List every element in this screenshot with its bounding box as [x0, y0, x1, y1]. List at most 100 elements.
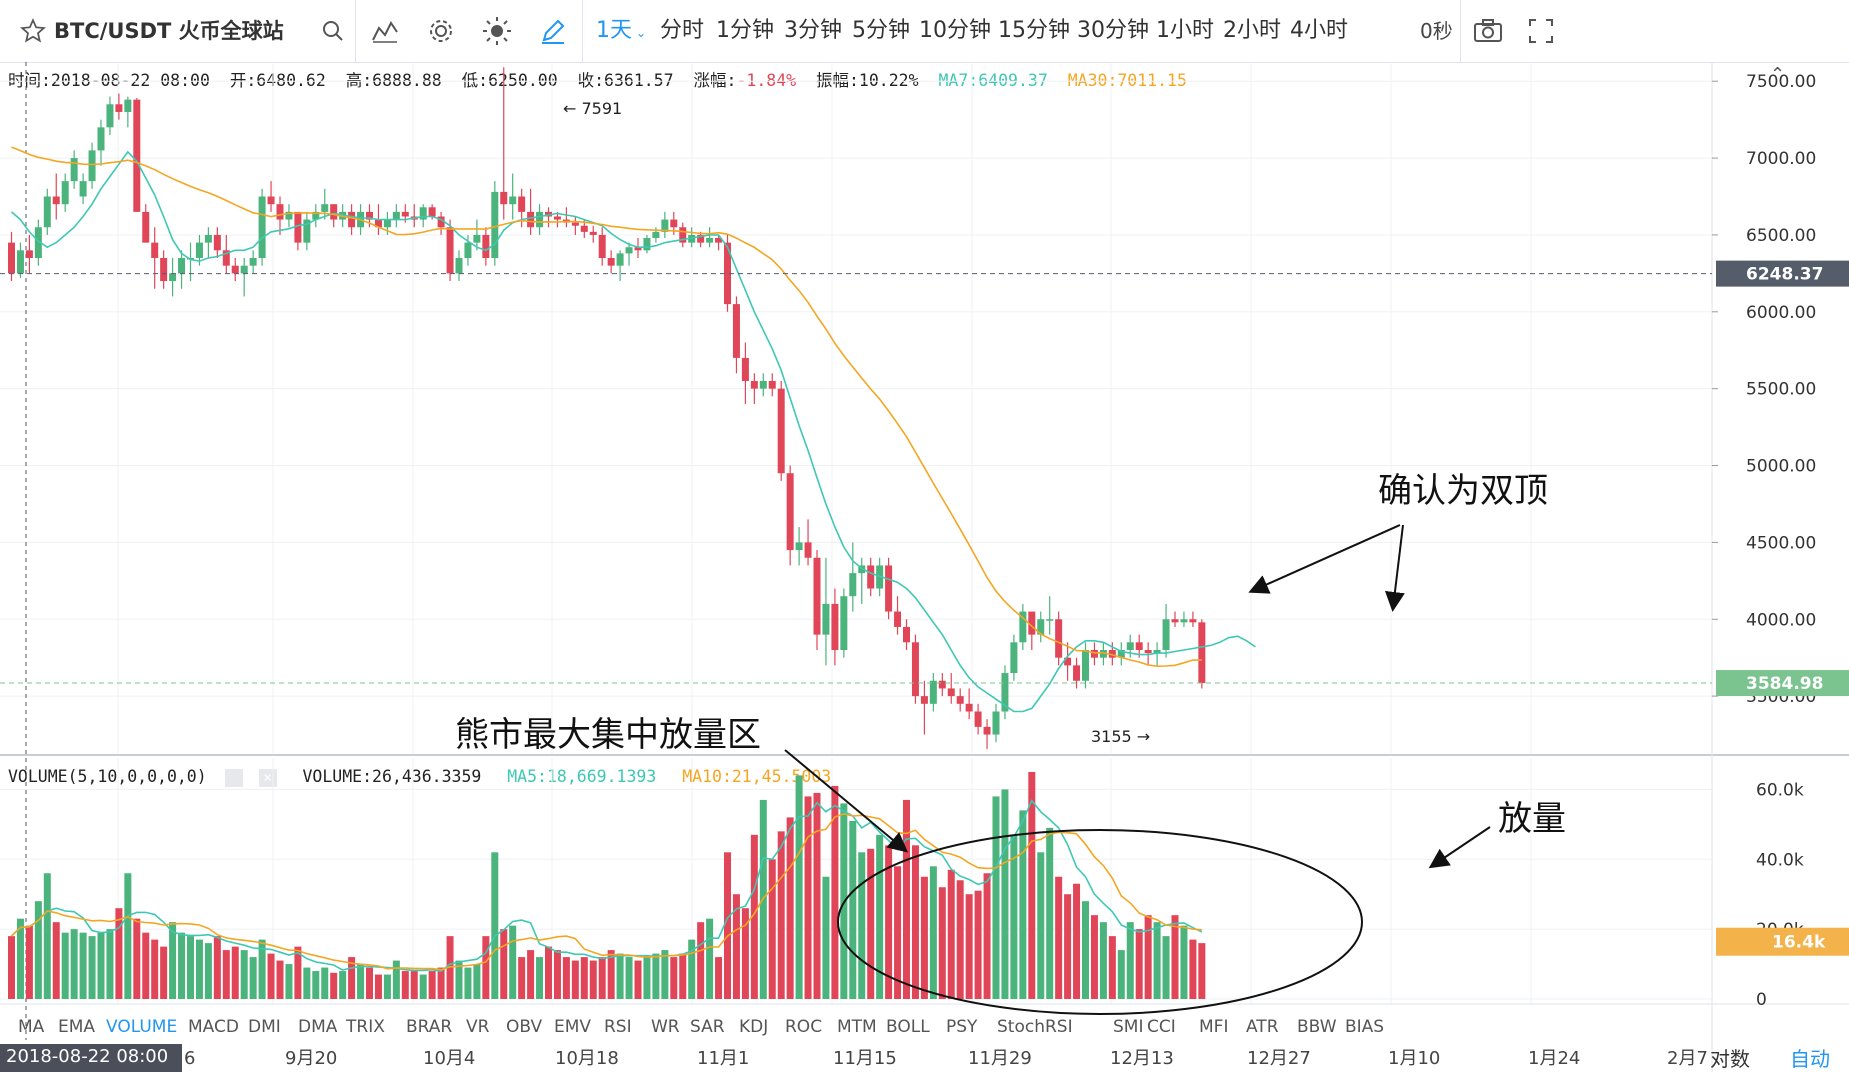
- ma30-line: [11, 146, 1202, 668]
- interval-15min[interactable]: 15分钟: [998, 18, 1070, 43]
- indicator-tab-cci[interactable]: CCI: [1147, 1017, 1176, 1037]
- candle-body: [786, 473, 794, 551]
- camera-icon[interactable]: [1471, 14, 1505, 48]
- candle-body: [106, 104, 114, 128]
- volume-bar: [115, 908, 123, 999]
- candle-body: [312, 211, 320, 220]
- volume-settings-icon[interactable]: [224, 768, 243, 787]
- indicator-tab-sar[interactable]: SAR: [690, 1017, 725, 1037]
- volume-bar: [598, 957, 606, 999]
- indicator-tab-roc[interactable]: ROC: [785, 1017, 823, 1037]
- interval-timeline[interactable]: 分时: [660, 18, 705, 43]
- candle-body: [133, 99, 141, 212]
- auto-scale-toggle[interactable]: 自动: [1790, 1047, 1830, 1071]
- volume-bar: [401, 971, 409, 999]
- symbol-title[interactable]: BTC/USDT 火币全球站: [54, 19, 284, 43]
- indicator-tab-boll[interactable]: BOLL: [886, 1017, 930, 1037]
- candle-body: [634, 247, 642, 251]
- x-axis-label: 11月15: [833, 1048, 897, 1069]
- indicator-tab-bbw[interactable]: BBW: [1297, 1017, 1337, 1037]
- candle-body: [768, 380, 776, 389]
- indicators-icon[interactable]: [368, 14, 402, 48]
- volume-bar: [992, 796, 1000, 999]
- fullscreen-icon[interactable]: [1524, 14, 1558, 48]
- candle-body: [965, 703, 973, 712]
- volume-surge-label: 放量: [1498, 799, 1566, 839]
- indicator-tab-trix[interactable]: TRIX: [346, 1017, 385, 1037]
- volume-bar: [1046, 827, 1054, 999]
- candle-body: [876, 565, 884, 589]
- indicator-tab-ema[interactable]: EMA: [58, 1017, 96, 1037]
- indicator-tab-wr[interactable]: WR: [651, 1017, 680, 1037]
- indicator-tab-mtm[interactable]: MTM: [837, 1017, 877, 1037]
- indicator-tab-stochrsi[interactable]: StochRSI: [997, 1017, 1073, 1037]
- indicator-tab-brar[interactable]: BRAR: [406, 1017, 453, 1037]
- candle-body: [88, 150, 96, 182]
- indicator-tab-mfi[interactable]: MFI: [1199, 1017, 1229, 1037]
- indicator-tab-rsi[interactable]: RSI: [604, 1017, 632, 1037]
- volume-bar: [374, 974, 382, 999]
- volume-bar: [464, 967, 472, 999]
- volume-bar: [1028, 771, 1036, 999]
- volume-bar: [920, 876, 928, 999]
- indicator-tab-dmi[interactable]: DMI: [248, 1017, 281, 1037]
- log-scale-toggle[interactable]: 对数: [1710, 1047, 1750, 1071]
- volume-ma5: MA5:18,669.1393: [507, 767, 657, 786]
- x-axis-label: 10月18: [555, 1048, 619, 1069]
- info-low: 低:6250.00: [461, 71, 558, 90]
- indicator-tab-smi[interactable]: SMI: [1113, 1017, 1144, 1037]
- indicator-tab-kdj[interactable]: KDJ: [739, 1017, 769, 1037]
- volume-close-icon[interactable]: ×: [258, 768, 277, 787]
- volume-bar: [1099, 922, 1107, 999]
- volume-bar: [1073, 883, 1081, 999]
- indicator-tab-macd[interactable]: MACD: [188, 1017, 239, 1037]
- volume-bar: [1117, 950, 1125, 999]
- indicator-tab-obv[interactable]: OBV: [506, 1017, 543, 1037]
- volume-bar: [437, 967, 445, 999]
- price-badge: [1716, 670, 1849, 697]
- indicator-tab-atr[interactable]: ATR: [1246, 1017, 1279, 1037]
- interval-30min[interactable]: 30分钟: [1077, 18, 1149, 43]
- candle-body: [706, 238, 714, 243]
- indicator-tab-bias[interactable]: BIAS: [1345, 1017, 1385, 1037]
- double-top-arrow: [1248, 524, 1401, 594]
- search-icon[interactable]: [316, 14, 350, 48]
- volume-bar: [339, 971, 347, 999]
- interval-4h[interactable]: 4小时: [1290, 18, 1348, 43]
- candle-body: [688, 234, 696, 243]
- indicator-tab-ma[interactable]: MA: [18, 1017, 45, 1037]
- volume-bar: [580, 957, 588, 999]
- info-ma7: MA7:6409.37: [938, 71, 1048, 90]
- volume-bar: [500, 929, 508, 999]
- settings-gear-icon[interactable]: [424, 14, 458, 48]
- candle-body: [70, 158, 78, 182]
- interval-2h[interactable]: 2小时: [1223, 18, 1281, 43]
- favorite-star-icon[interactable]: [20, 0, 48, 62]
- interval-3min[interactable]: 3分钟: [784, 18, 842, 43]
- candle-body: [321, 204, 329, 212]
- interval-5min[interactable]: 5分钟: [852, 18, 910, 43]
- candle-body: [240, 265, 248, 274]
- indicator-tab-psy[interactable]: PSY: [946, 1017, 978, 1037]
- candle-body: [446, 227, 454, 274]
- grid-lines: [0, 62, 1849, 1072]
- volume-bar: [312, 971, 320, 999]
- interval-1min[interactable]: 1分钟: [716, 18, 774, 43]
- interval-1d[interactable]: 1天 ⌄: [596, 18, 647, 43]
- candle-body: [1198, 622, 1206, 684]
- volume-bar: [383, 974, 391, 999]
- interval-10min[interactable]: 10分钟: [919, 18, 991, 43]
- volume-bar: [151, 939, 159, 999]
- interval-1h[interactable]: 1小时: [1156, 18, 1214, 43]
- candle-body: [1117, 650, 1125, 658]
- candle-body: [392, 211, 400, 220]
- indicator-tab-emv[interactable]: EMV: [554, 1017, 592, 1037]
- candle-body: [383, 219, 391, 228]
- theme-sun-icon[interactable]: [480, 14, 514, 48]
- info-change-value: -1.84%: [736, 71, 797, 90]
- indicator-tab-volume[interactable]: VOLUME: [106, 1017, 178, 1037]
- indicator-tab-dma[interactable]: DMA: [298, 1017, 338, 1037]
- indicator-tab-vr[interactable]: VR: [466, 1017, 490, 1037]
- draw-pencil-icon[interactable]: [536, 14, 570, 48]
